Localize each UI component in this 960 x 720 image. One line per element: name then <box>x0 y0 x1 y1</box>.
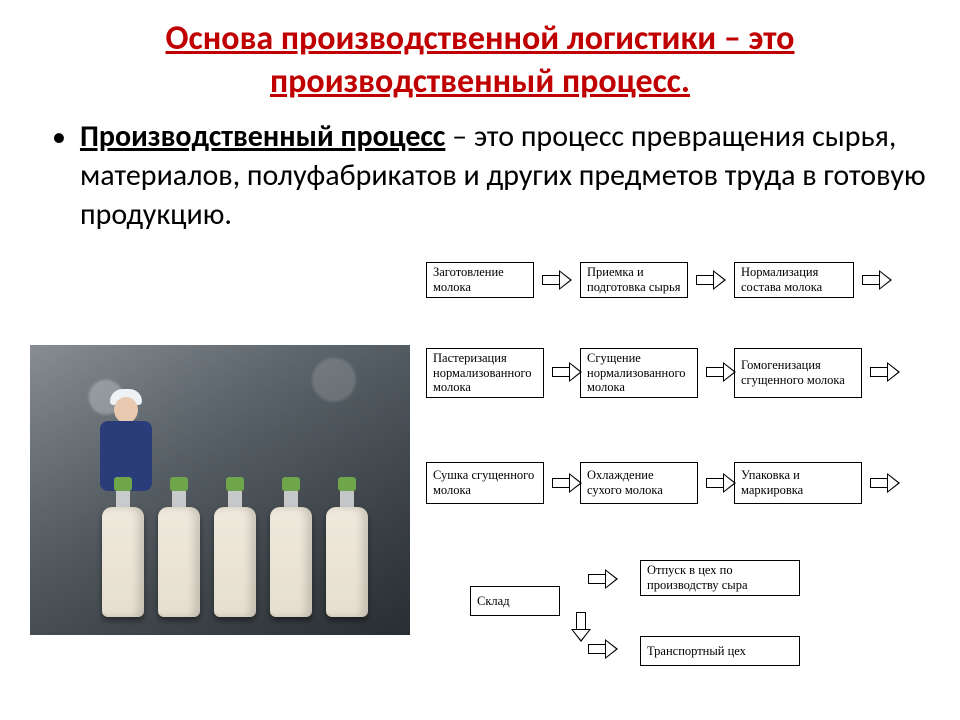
flow-arrow-right <box>588 570 618 588</box>
bullet-row: • Производственный процесс – это процесс… <box>0 111 960 234</box>
flow-arrow-right <box>542 271 572 289</box>
flow-box-b4: Пастеризация нормализованного молока <box>426 348 544 398</box>
flow-arrow-right <box>552 363 582 381</box>
milk-bottle <box>102 477 144 617</box>
bullet-marker: • <box>52 123 66 234</box>
flow-arrow-right <box>706 363 736 381</box>
flow-box-b8: Охлаждение сухого молока <box>580 462 698 504</box>
flow-box-b9: Упаковка и маркировка <box>734 462 862 504</box>
flow-box-b6: Гомогенизация сгущенного молока <box>734 348 862 398</box>
flow-arrow-right <box>588 640 618 658</box>
slide-title: Основа производственной логистики – это … <box>0 0 960 111</box>
flow-box-b11: Отпуск в цех по производству сыра <box>640 560 800 596</box>
flow-box-b5: Сгущение нормализованного молока <box>580 348 698 398</box>
flow-box-b7: Сушка сгущенного молока <box>426 462 544 504</box>
flow-arrow-right <box>552 474 582 492</box>
flow-arrow-right <box>870 474 900 492</box>
milk-bottle <box>214 477 256 617</box>
flow-arrow-down <box>572 612 590 642</box>
definition-text: Производственный процесс – это процесс п… <box>80 117 930 234</box>
flow-arrow-right <box>696 271 726 289</box>
flow-arrow-right <box>870 363 900 381</box>
flow-box-b3: Нормализация состава молока <box>734 262 854 298</box>
factory-photo <box>30 345 410 635</box>
flow-box-b2: Приемка и подготовка сырья <box>580 262 688 298</box>
milk-bottle <box>158 477 200 617</box>
definition-term: Производственный процесс <box>80 118 445 155</box>
milk-bottle <box>326 477 368 617</box>
milk-bottle <box>270 477 312 617</box>
flow-arrow-right <box>862 271 892 289</box>
flow-arrow-right <box>706 474 736 492</box>
flow-box-b12: Транспортный цех <box>640 636 800 666</box>
flow-box-b10: Склад <box>470 586 560 616</box>
flow-box-b1: Заготовление молока <box>426 262 534 298</box>
